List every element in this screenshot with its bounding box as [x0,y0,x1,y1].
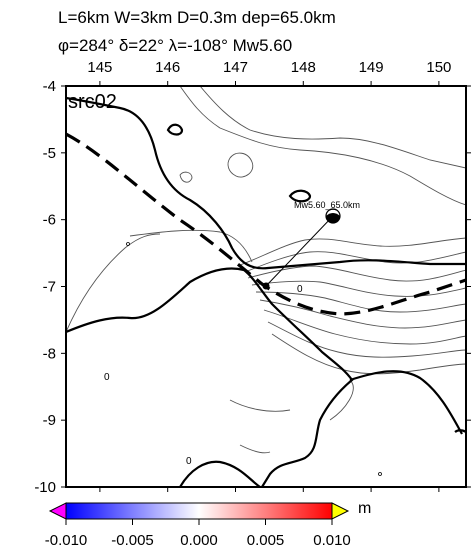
y-tick-label: -6 [43,212,56,229]
panel-label: src02 [68,91,117,113]
y-tick-label: -5 [43,145,56,162]
y-tick-label: -8 [43,345,56,362]
x-tick-label: 149 [359,59,384,76]
contour-label: 0 [297,284,303,295]
y-tick-label: -4 [43,78,56,95]
thick-contours [66,96,466,487]
beachball-icon [325,208,341,224]
contour-label: 0 [104,372,110,383]
y-tick-label: -7 [43,279,56,296]
y-tick-label: -9 [43,412,56,429]
x-tick-label: 145 [87,59,112,76]
x-tick-label: 150 [426,59,451,76]
colorbar-gradient [65,502,333,520]
small-marker [378,472,382,476]
parameters-line-2: φ=284° δ=22° λ=-108° Mw5.60 [58,36,293,55]
colorbar-unit: m [358,500,372,517]
colorbar-ticks [65,519,333,525]
colorbar-underflow-triangle [48,502,67,520]
axes: 145 146 147 148 149 150 -4 -5 -6 -7 -8 -9 -10 [34,59,471,496]
colorbar-overflow-triangle [331,502,350,520]
parameters-line-1: L=6km W=3km D=0.3m dep=65.0km [58,8,336,27]
map-content [66,86,466,487]
y-tick-label: -10 [34,479,56,496]
trench-line [66,132,466,316]
epicenter-dot [262,282,270,290]
colorbar-tick-label: 0.010 [313,532,351,549]
x-tick-label: 148 [291,59,316,76]
contour-label: 0 [186,456,192,467]
fault-trace [265,215,334,287]
colorbar-tick-label: 0.005 [246,532,285,549]
small-marker [126,242,130,246]
source-label: Mw5.60_65.0km [294,200,360,210]
deformation-contours [66,86,466,454]
x-tick-label: 147 [223,59,248,76]
colorbar-tick-label: -0.010 [44,532,88,549]
colorbar [48,502,350,525]
colorbar-tick-label: -0.005 [111,532,154,549]
x-tick-label: 146 [155,59,180,76]
colorbar-tick-label: 0.000 [180,532,218,549]
